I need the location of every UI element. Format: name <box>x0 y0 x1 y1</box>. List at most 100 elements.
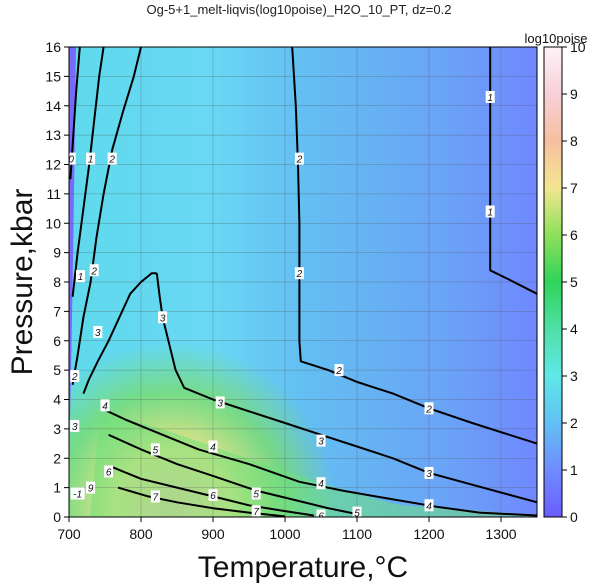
contour-label-box-21 <box>251 505 261 517</box>
contour-label-box-0 <box>294 152 304 165</box>
contour-label-box-11 <box>208 440 218 453</box>
low-pressure-green-band <box>90 415 537 517</box>
contour-label-box-2 <box>334 364 344 377</box>
left-edge-purple-band <box>69 47 76 420</box>
contour-label-box-24 <box>70 370 80 382</box>
contour-line-4 <box>108 433 358 516</box>
colorbar-tick-label-5: 5 <box>570 274 578 290</box>
y-tick-label-6: 6 <box>53 333 61 349</box>
y-tick-label-16: 16 <box>45 39 61 55</box>
contour-line-7 <box>71 47 142 385</box>
contour-label-box-8 <box>316 434 326 447</box>
colorbar-tick-label-3: 3 <box>570 368 578 384</box>
colorbar-tick-label-6: 6 <box>570 227 578 243</box>
x-tick-label-1: 800 <box>129 526 153 542</box>
contour-label-box-6 <box>158 311 168 324</box>
contour-label-box-30 <box>70 487 85 500</box>
y-tick-label-0: 0 <box>53 509 61 525</box>
colorbar-tick-label-2: 2 <box>570 415 578 431</box>
contour-label-2: 2 <box>335 366 342 377</box>
contour-label-box-12 <box>316 477 326 490</box>
contour-label-5: 1 <box>487 208 493 219</box>
contour-label-26: 1 <box>78 272 84 283</box>
contour-label-box-26 <box>76 270 86 283</box>
contour-label-27: 0 <box>68 155 74 166</box>
y-tick-label-11: 11 <box>46 186 61 202</box>
x-axis-title: Temperature,°C <box>198 551 408 584</box>
contour-label-box-7 <box>215 396 225 409</box>
contour-label-15: 5 <box>253 490 259 501</box>
x-tick-label-4: 1100 <box>342 526 372 542</box>
contour-label-12: 4 <box>318 479 324 490</box>
contour-line-9 <box>82 272 157 394</box>
y-tick-label-7: 7 <box>53 303 61 319</box>
contour-label-box-25 <box>86 152 96 165</box>
contour-label-box-28 <box>70 419 80 432</box>
contour-label-box-18 <box>208 488 218 501</box>
colorbar-bar <box>543 46 563 518</box>
x-tick-label-5: 1200 <box>413 526 444 542</box>
contour-label-7: 3 <box>217 398 223 409</box>
contour-label-box-9 <box>424 466 434 479</box>
contour-label-1: 2 <box>296 269 303 280</box>
contour-label-18: 6 <box>210 491 216 502</box>
y-tick-label-8: 8 <box>53 274 61 290</box>
contour-label-13: 4 <box>426 501 432 512</box>
x-axis-ticks: 700 800 900 1000 1100 1200 1300 <box>57 517 517 542</box>
contour-label-box-22 <box>107 152 117 165</box>
colorbar-tick-label-0: 0 <box>570 509 578 525</box>
colorbar: log10poise 0 1 2 3 4 5 6 7 8 9 10 <box>525 31 588 525</box>
y-tick-label-2: 2 <box>53 450 61 466</box>
contour-label-box-29 <box>93 325 103 338</box>
y-tick-label-3: 3 <box>53 421 61 437</box>
contour-label-box-15 <box>251 487 261 500</box>
contour-label-box-17 <box>104 465 114 478</box>
contour-label-box-1 <box>294 267 304 280</box>
y-tick-label-9: 9 <box>53 245 61 261</box>
contour-label-box-5 <box>485 205 495 218</box>
colorbar-tick-label-4: 4 <box>570 321 578 337</box>
contour-label-29: 3 <box>95 328 101 339</box>
grid <box>69 47 537 517</box>
contour-label-box-20 <box>150 490 160 503</box>
contour-label-24: 2 <box>71 372 78 383</box>
contour-label-9: 3 <box>426 469 432 480</box>
y-axis-title: Pressure,kbar <box>6 189 39 376</box>
colorbar-tick-label-9: 9 <box>570 86 578 102</box>
x-tick-label-6: 1300 <box>485 526 516 542</box>
contour-label-box-14 <box>150 443 160 456</box>
y-tick-label-1: 1 <box>53 480 61 496</box>
contour-line-1 <box>489 47 537 295</box>
colorbar-title: log10poise <box>525 31 588 46</box>
contour-label-8: 3 <box>318 437 324 448</box>
chart-title: Og-5+1_melt-liqvis(log10poise)_H2O_10_PT… <box>147 2 452 17</box>
x-tick-label-3: 1000 <box>269 526 300 542</box>
contour-label-17: 6 <box>106 467 112 478</box>
contour-label-4: 1 <box>487 93 493 104</box>
y-tick-label-4: 4 <box>53 392 61 408</box>
contour-label-box-23 <box>89 264 99 277</box>
contour-label-box-10 <box>100 399 110 412</box>
contour-label-22: 2 <box>108 155 115 166</box>
contour-label-23: 2 <box>90 266 97 277</box>
colorbar-tick-label-7: 7 <box>570 180 578 196</box>
contour-line-3 <box>100 407 537 517</box>
contour-label-10: 4 <box>102 401 108 412</box>
colorbar-tick-label-10: 10 <box>570 39 586 55</box>
contour-label-box-16 <box>352 506 362 517</box>
y-tick-label-14: 14 <box>45 98 61 114</box>
contour-label-21: 7 <box>253 507 259 518</box>
contour-label-0: 2 <box>296 155 303 166</box>
contour-label-16: 5 <box>354 509 360 520</box>
x-tick-label-0: 700 <box>57 526 81 542</box>
colorbar-ticks: 0 1 2 3 4 5 6 7 8 9 10 <box>562 39 586 525</box>
contour-label-25: 1 <box>88 155 94 166</box>
contour-label-28: 3 <box>72 422 78 433</box>
y-tick-label-10: 10 <box>45 215 61 231</box>
y-tick-label-13: 13 <box>45 127 61 143</box>
contour-label-30: -1 <box>73 490 82 501</box>
